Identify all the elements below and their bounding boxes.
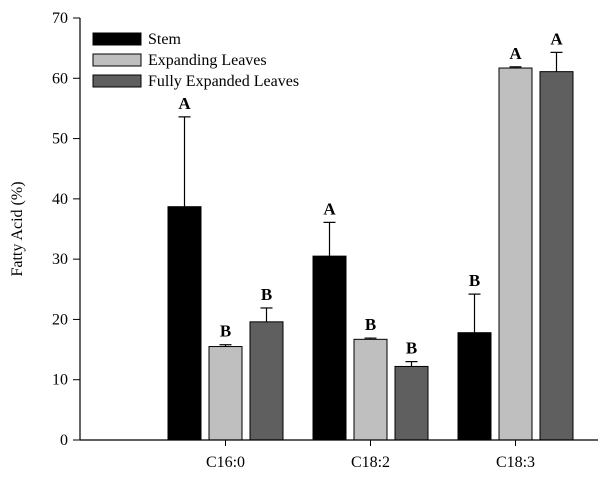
bar-C16-0-s0	[167, 206, 202, 441]
bar-C18-2-s1	[353, 338, 388, 441]
y-tick-label: 60	[52, 70, 68, 87]
bar-C18-3-s0	[457, 332, 492, 441]
error-bars-layer	[178, 51, 563, 367]
x-tick-label: C18:3	[496, 454, 535, 471]
significance-labels-layer: A B B A B B B A A	[178, 29, 563, 357]
significance-label: B	[469, 271, 480, 290]
y-tick-label: 20	[52, 311, 68, 328]
y-axis-label: Fatty Acid (%)	[9, 181, 26, 276]
bars-layer	[167, 67, 574, 441]
significance-label: A	[323, 199, 336, 218]
bar-C16-0-s2	[249, 321, 284, 441]
y-tick-label: 10	[52, 372, 68, 389]
y-ticks-layer: 0 10 20 30 40 50 60 70	[52, 10, 80, 449]
axes-layer	[79, 18, 598, 441]
y-tick-label: 50	[52, 131, 68, 148]
bar-C18-3-s2	[539, 71, 574, 441]
legend-label-s2: Fully Expanded Leaves	[148, 73, 299, 90]
legend-label-s1: Expanding Leaves	[148, 52, 267, 69]
bar-C18-3-s1	[498, 67, 533, 441]
y-tick-label: 0	[60, 432, 68, 449]
significance-label: B	[365, 315, 376, 334]
legend-label-s0: Stem	[148, 31, 181, 48]
x-ticks-layer: C16:0 C18:2 C18:3	[206, 440, 535, 471]
y-tick-label: 30	[52, 251, 68, 268]
legend-swatch-s1	[92, 53, 142, 67]
bar-C18-2-s2	[394, 365, 429, 441]
significance-label: A	[550, 29, 563, 48]
bar-C16-0-s1	[208, 346, 243, 441]
legend-swatch-s2	[92, 74, 142, 88]
significance-label: A	[178, 94, 191, 113]
legend-swatch-s0	[92, 32, 142, 46]
significance-label: B	[261, 285, 272, 304]
y-tick-label: 70	[52, 10, 68, 27]
significance-label: B	[220, 322, 231, 341]
bar-C18-2-s0	[312, 255, 347, 441]
significance-label: B	[406, 339, 417, 358]
y-tick-label: 40	[52, 191, 68, 208]
legend: Stem Expanding Leaves Fully Expanded Leave…	[92, 31, 299, 90]
x-tick-label: C16:0	[206, 454, 245, 471]
x-tick-label: C18:2	[351, 454, 390, 471]
significance-label: A	[509, 44, 522, 63]
